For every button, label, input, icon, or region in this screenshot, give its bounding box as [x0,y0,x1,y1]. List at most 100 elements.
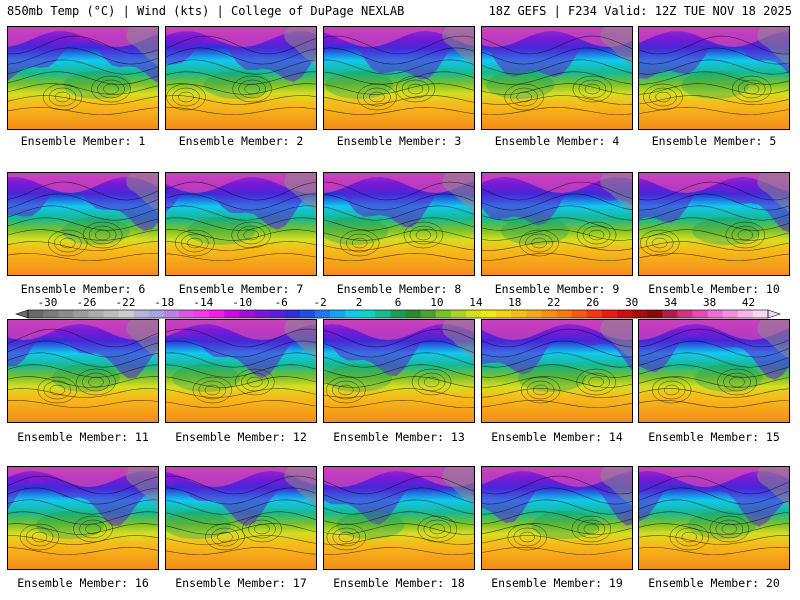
ensemble-member-label: Ensemble Member: 13 [333,430,465,444]
colorbar-segment [209,310,225,318]
temperature-field-map [166,320,316,422]
colorbar-segment [118,310,135,318]
colorbar-tick-label: 42 [742,296,755,309]
ensemble-map-panel [323,319,475,423]
colorbar-tick-label: 14 [469,296,483,309]
colorbar-segment [662,310,678,318]
ensemble-map-panel [7,172,159,276]
ensemble-member-label: Ensemble Member: 11 [17,430,149,444]
colorbar-segment [73,310,89,318]
colorbar-segment [556,310,573,318]
colorbar-tick-label: 38 [703,296,716,309]
ensemble-map-panel [638,172,790,276]
temperature-field-map [166,27,316,129]
temperature-field-map [324,173,474,275]
ensemble-member-label: Ensemble Member: 19 [491,576,623,590]
colorbar-segment [405,310,422,318]
ensemble-map-panel [323,172,475,276]
ensemble-member-label: Ensemble Member: 7 [178,282,304,296]
model-run-label: 18Z GEFS | F234 Valid: 12Z TUE NOV 18 20… [488,4,792,18]
ensemble-map-panel [165,26,317,130]
colorbar-segment [254,310,271,318]
colorbar-segment [269,310,286,318]
colorbar-segment [692,310,708,318]
colorbar-tick-label: -6 [275,296,288,309]
temperature-field-map [166,173,316,275]
temperature-field-map [324,27,474,129]
colorbar-segment [239,310,255,318]
ensemble-member-label: Ensemble Member: 2 [178,134,304,148]
colorbar-segment [194,310,210,318]
colorbar-segment [737,310,754,318]
ensemble-member-label: Ensemble Member: 4 [494,134,620,148]
ensemble-map-panel [323,466,475,570]
temperature-field-map [8,320,158,422]
ensemble-member-label: Ensemble Member: 9 [494,282,620,296]
colorbar-outline [27,309,769,319]
ensemble-member-label: Ensemble Member: 1 [20,134,146,148]
ensemble-map-panel [7,26,159,130]
temperature-field-map [324,320,474,422]
colorbar-segment [420,310,437,318]
ensemble-map-panel [481,466,633,570]
colorbar-segment [722,310,739,318]
ensemble-member-label: Ensemble Member: 10 [648,282,780,296]
ensemble-member-label: Ensemble Member: 8 [336,282,462,296]
chart-title: 850mb Temp (°C) | Wind (kts) | College o… [7,4,405,18]
colorbar-segment [314,310,331,318]
colorbar-segment [586,310,603,318]
colorbar-tick-label: -10 [232,296,252,309]
colorbar-tick-label: 6 [395,296,402,309]
colorbar-segment [345,310,361,318]
colorbar-tick-label: -18 [154,296,174,309]
colorbar-segment [163,310,180,318]
colorbar-segment [375,310,391,318]
colorbar-segment [541,310,557,318]
colorbar-segment [496,310,512,318]
temperature-field-map [639,173,789,275]
ensemble-map-panel [638,26,790,130]
ensemble-map-panel [165,319,317,423]
colorbar-tick-label: 22 [547,296,560,309]
temperature-field-map [482,27,632,129]
colorbar-segment [88,310,104,318]
colorbar-segment [752,310,769,318]
colorbar-segment [601,310,618,318]
colorbar-segment [133,310,150,318]
colorbar-tick-label: -22 [115,296,135,309]
ensemble-member-label: Ensemble Member: 5 [651,134,777,148]
ensemble-member-label: Ensemble Member: 3 [336,134,462,148]
colorbar-tick-label: 10 [430,296,443,309]
ensemble-map-panel [323,26,475,130]
colorbar-tick-label: 34 [664,296,678,309]
ensemble-map-panel [481,319,633,423]
colorbar-segment [43,310,59,318]
colorbar-segment [616,310,633,318]
ensemble-member-label: Ensemble Member: 16 [17,576,149,590]
colorbar-segment [330,310,346,318]
colorbar-segment [481,310,497,318]
temperature-colorbar: -30 -26 -22 -18 -14 -10 -6 -2 2 6 10 14 18 22 26 30 34 38… [15,296,781,319]
colorbar-segment [58,310,74,318]
temperature-field-map [482,173,632,275]
colorbar-segment [677,310,693,318]
temperature-field-map [639,27,789,129]
temperature-field-map [639,320,789,422]
colorbar-tick-label: 30 [625,296,638,309]
colorbar-tick-label: -14 [193,296,213,309]
ensemble-member-label: Ensemble Member: 14 [491,430,623,444]
colorbar-segment [103,310,120,318]
colorbar-segment [28,310,44,318]
ensemble-member-label: Ensemble Member: 17 [175,576,307,590]
colorbar-segment [390,310,406,318]
colorbar-segment [299,310,316,318]
colorbar-high-arrow [767,309,781,319]
colorbar-segment [284,310,301,318]
ensemble-map-panel [7,319,159,423]
temperature-field-map [639,467,789,569]
colorbar-segment [632,310,648,318]
ensemble-map-panel [165,172,317,276]
colorbar-tick-label: 26 [586,296,599,309]
temperature-field-map [8,27,158,129]
colorbar-segment [647,310,663,318]
